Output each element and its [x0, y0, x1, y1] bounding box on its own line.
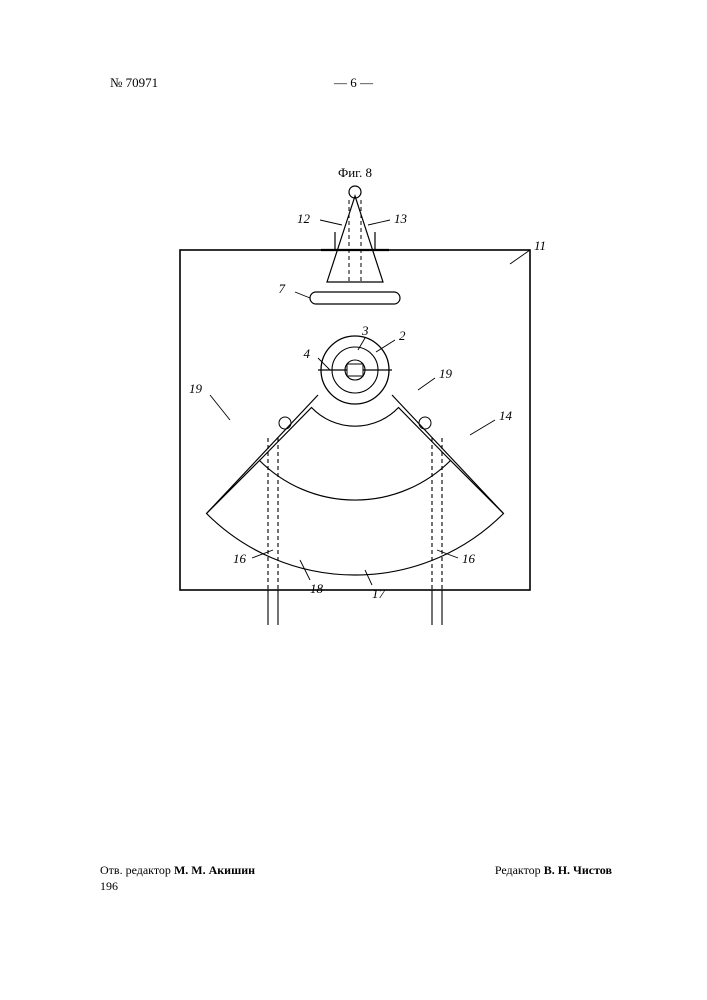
resp-editor-label: Отв. редактор [100, 863, 171, 877]
editor-label: Редактор [495, 863, 541, 877]
callout-14: 14 [499, 408, 513, 423]
figure: Фиг. 8 [150, 180, 560, 630]
callout-17: 17 [372, 586, 386, 601]
page-number: — 6 — [0, 75, 707, 91]
figure-caption: Фиг. 8 [150, 165, 560, 181]
callout-16a: 16 [233, 551, 247, 566]
callout-18: 18 [310, 581, 324, 596]
callout-11: 11 [534, 238, 546, 253]
footer-right: Редактор В. Н. Чистов [495, 863, 612, 878]
callout-13: 13 [394, 211, 408, 226]
callout-7: 7 [279, 281, 286, 296]
callout-2: 2 [399, 328, 406, 343]
callout-4: 4 [304, 346, 311, 361]
page: № 70971 — 6 — Фиг. 8 [0, 0, 707, 1000]
callout-3: 3 [361, 323, 369, 338]
callout-12: 12 [297, 211, 311, 226]
resp-editor-name: М. М. Акишин [174, 863, 255, 877]
callout-19b: 19 [439, 366, 453, 381]
callout-16b: 16 [462, 551, 476, 566]
callout-19a: 19 [189, 381, 203, 396]
figure-svg: 7 11 12 13 2 3 4 19 19 14 16 16 18 17 [150, 180, 560, 630]
footer-code: 196 [100, 879, 118, 893]
footer-left: Отв. редактор М. М. Акишин 196 [100, 863, 255, 894]
editor-name: В. Н. Чистов [544, 863, 612, 877]
